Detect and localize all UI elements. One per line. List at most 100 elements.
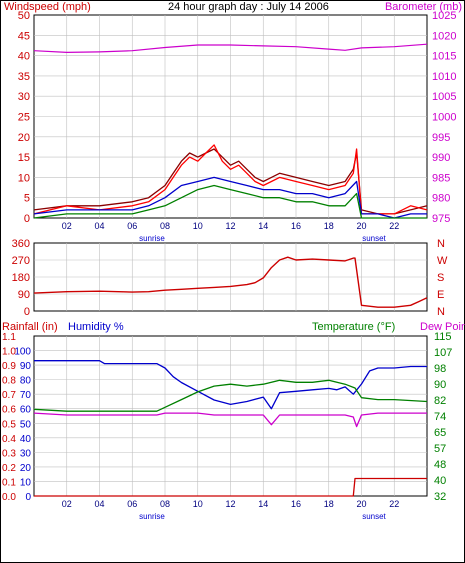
tick-label: 20: [356, 499, 366, 509]
tick-label: 995: [432, 132, 450, 144]
tick-label: 10: [18, 172, 30, 184]
direction-degree-ticks: 0 90 180 270 360: [12, 238, 30, 318]
tick-label: N: [437, 238, 445, 250]
barometer-ticks: 975 980 985 990 995 1000 1005 1010 1015 1020 1025: [432, 10, 456, 225]
tick-label: 0.3: [2, 448, 16, 459]
tick-label: 20: [18, 132, 30, 144]
tick-label: 40: [20, 434, 32, 445]
tick-label: 18: [324, 221, 334, 231]
tick-label: 0.8: [2, 376, 16, 387]
tick-label: 0.7: [2, 390, 16, 401]
tick-label: 0.9: [2, 361, 16, 372]
series-line-wind: [33, 144, 428, 215]
wind-time-ticks: 02 04 06 08 10 12 14 16 18 20 22: [62, 221, 400, 231]
wind-series: [33, 43, 428, 219]
tick-label: 1005: [432, 91, 456, 103]
tick-label: 25: [18, 112, 30, 124]
tick-label: 98: [434, 363, 446, 375]
tick-label: 0: [24, 306, 30, 318]
tick-label: 90: [20, 361, 32, 372]
temperature-axis-label: Temperature (°F): [312, 321, 395, 333]
series-line-dewpoint: [33, 412, 427, 428]
windspeed-axis-label: Windspeed (mph): [4, 1, 91, 13]
tick-label: 10: [193, 221, 203, 231]
tick-label: 1000: [432, 112, 456, 124]
tick-label: 60: [20, 405, 32, 416]
direction-grid: [34, 243, 427, 311]
sunrise-marker: sunrise: [139, 234, 165, 243]
tick-label: 5: [24, 193, 30, 205]
tick-label: 975: [432, 213, 450, 225]
tick-label: 15: [18, 152, 30, 164]
tick-label: 40: [434, 475, 446, 487]
dewpoint-axis-label: Dew Point: [420, 321, 465, 333]
tick-label: 02: [62, 499, 72, 509]
tick-label: 48: [434, 459, 446, 471]
tick-label: 14: [258, 221, 268, 231]
tick-label: 115: [434, 331, 452, 343]
tick-label: 74: [434, 411, 446, 423]
tick-label: 107: [434, 347, 452, 359]
tick-label: 1010: [432, 71, 456, 83]
rainfall-ticks: 0.0 0.1 0.2 0.3 0.4 0.5 0.6 0.7 0.8 0.9 1.0 1.1: [2, 332, 16, 503]
climate-series: [33, 360, 428, 497]
tick-label: 04: [94, 221, 104, 231]
tick-label: 22: [389, 221, 399, 231]
tick-label: 08: [160, 221, 170, 231]
tick-label: 35: [18, 71, 30, 83]
series-line-temperature: [33, 379, 428, 412]
tick-label: 57: [434, 443, 446, 455]
tick-label: 360: [12, 238, 30, 250]
tick-label: 06: [127, 499, 137, 509]
series-line-wind_avg: [33, 176, 427, 219]
tick-label: 90: [18, 289, 30, 301]
tick-label: 0.0: [2, 492, 16, 503]
tick-label: 65: [434, 427, 446, 439]
windspeed-ticks: 0 5 10 15 20 25 30 35 40 45 50: [18, 10, 30, 225]
tick-label: 30: [20, 448, 32, 459]
tick-label: E: [437, 289, 444, 301]
tick-label: 30: [18, 91, 30, 103]
tick-label: 06: [127, 221, 137, 231]
tick-label: 10: [193, 499, 203, 509]
tick-label: N: [437, 306, 445, 318]
tick-label: 980: [432, 193, 450, 205]
barometer-axis-label: Barometer (mb): [385, 1, 462, 13]
tick-label: 1.1: [2, 332, 16, 343]
tick-label: 32: [434, 491, 446, 503]
tick-label: 1025: [432, 10, 456, 22]
series-line-barometer: [33, 43, 428, 54]
tick-label: 20: [20, 463, 32, 474]
sunset-marker-bottom: sunset: [362, 512, 386, 521]
tick-label: W: [437, 255, 448, 267]
tick-label: 0: [25, 492, 31, 503]
tick-label: 0.1: [2, 477, 16, 488]
tick-label: 0.2: [2, 463, 16, 474]
sunset-marker: sunset: [362, 234, 386, 243]
tick-label: 50: [20, 419, 32, 430]
humidity-ticks: 0 10 20 30 40 50 60 70 80 90 100: [14, 347, 31, 503]
tick-label: 12: [225, 221, 235, 231]
tick-label: 985: [432, 172, 450, 184]
tick-label: S: [437, 272, 444, 284]
series-line-wind_low: [33, 184, 427, 219]
sunrise-marker-bottom: sunrise: [139, 512, 165, 521]
series-line-humidity: [34, 360, 427, 410]
tick-label: 16: [291, 499, 301, 509]
tick-label: 0.4: [2, 434, 16, 445]
tick-label: 14: [258, 499, 268, 509]
direction-series: [33, 256, 428, 308]
tick-label: 0.5: [2, 419, 16, 430]
tick-label: 80: [20, 376, 32, 387]
tick-label: 1020: [432, 30, 456, 42]
tick-label: 45: [18, 30, 30, 42]
tick-label: 180: [12, 272, 30, 284]
series-line-rainfall: [34, 477, 427, 497]
tick-label: 1015: [432, 51, 456, 63]
tick-label: 20: [356, 221, 366, 231]
tick-label: 1.0: [2, 347, 16, 358]
humidity-axis-label: Humidity %: [68, 321, 124, 333]
rainfall-axis-label: Rainfall (in): [2, 321, 58, 333]
